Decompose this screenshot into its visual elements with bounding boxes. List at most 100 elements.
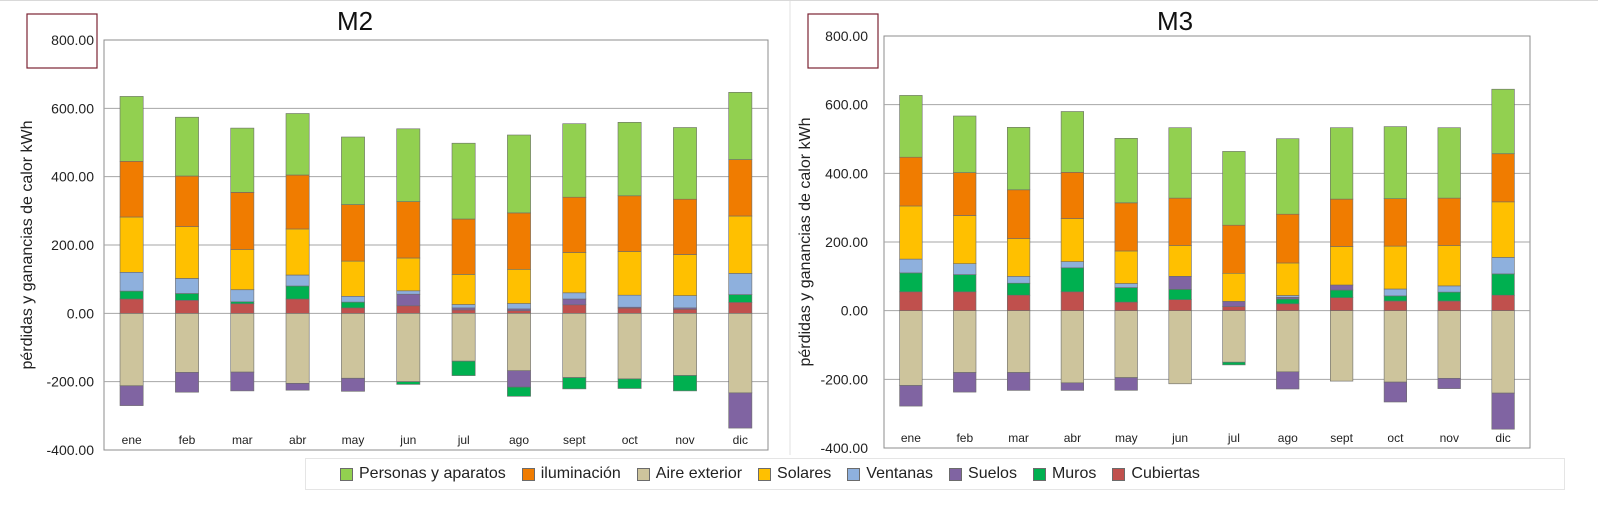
x-tick-label: dic [733, 433, 748, 447]
bar-segment-personas-y-aparatos [175, 116, 199, 177]
chart-m3: ene feb mar abr may jun jul ago sept oct nov dic -40… [797, 6, 1531, 456]
x-tick-label: nov [675, 433, 694, 447]
bar-segment-solares [617, 251, 642, 296]
bar-segment-personas-y-aparatos [507, 134, 531, 214]
x-tick-label: jul [1227, 431, 1240, 445]
x-tick-label: abr [289, 433, 306, 447]
bar-segment-muros [451, 360, 476, 376]
bar-segment-solares [1437, 245, 1461, 287]
bar-segment-solares [1276, 262, 1300, 296]
y-tick-label: -200.00 [821, 371, 869, 387]
bar-segment-cubiertas [175, 300, 199, 314]
chart-title: M3 [1157, 6, 1193, 36]
bar-segment-iluminación [507, 212, 531, 270]
legend-swatch [340, 467, 353, 481]
bar-segment-iluminación [1006, 189, 1031, 239]
bar-segment-personas-y-aparatos [1330, 127, 1354, 200]
bar-segment-muros [1276, 298, 1300, 305]
bar-segment-ventanas [562, 292, 587, 300]
legend-label: Suelos [968, 465, 1017, 482]
bar-segment-iluminación [1114, 202, 1138, 252]
x-tick-label: dic [1495, 431, 1510, 445]
bar-segment-aire-exterior [119, 312, 144, 386]
legend-item: Muros [1032, 465, 1097, 483]
bar-segment-personas-y-aparatos [562, 123, 587, 198]
bar-segment-muros [673, 375, 697, 392]
legend-swatch [847, 467, 861, 481]
bar-segment-cubiertas [617, 307, 642, 314]
bar-segment-ventanas [728, 273, 753, 295]
legend-label: Muros [1051, 465, 1097, 482]
x-tick-label: mar [232, 433, 253, 447]
bar-segment-cubiertas [1437, 300, 1461, 312]
bar-segment-solares [1060, 218, 1084, 262]
bar-segment-iluminación [119, 161, 144, 218]
legend-item: iluminación [521, 465, 621, 483]
bar-segment-suelos [396, 293, 421, 307]
bar-segment-iluminación [451, 218, 476, 275]
bar-segment-aire-exterior [953, 310, 977, 373]
bar-segment-aire-exterior [230, 312, 255, 373]
bar-segment-muros [285, 285, 310, 300]
bar-segment-aire-exterior [1276, 310, 1300, 373]
bar-segment-cubiertas [673, 308, 697, 314]
bar-segment-aire-exterior [175, 312, 199, 373]
bar-segment-muros [1168, 289, 1192, 300]
legend-item: Personas y aparatos [340, 465, 506, 483]
bar-segment-iluminación [1168, 197, 1192, 246]
legend-swatch [1112, 467, 1126, 481]
legend-label: Solares [777, 465, 832, 482]
bar-segment-muros [728, 294, 753, 303]
bar-segment-suelos [728, 392, 753, 429]
bar-segment-solares [119, 216, 144, 273]
x-tick-label: jun [399, 433, 416, 447]
bar-segment-solares [285, 228, 310, 276]
bar-segment-muros [1006, 282, 1031, 296]
bar-segment-ventanas [1006, 275, 1031, 284]
bar-segment-personas-y-aparatos [1383, 126, 1407, 199]
bar-segment-iluminación [1276, 213, 1300, 264]
bar-segment-cubiertas [451, 309, 476, 314]
bar-segment-muros [1437, 291, 1461, 302]
bar-segment-iluminación [1437, 197, 1461, 246]
bar-segment-solares [899, 205, 923, 260]
bar-segment-suelos [341, 377, 365, 392]
bar-segment-personas-y-aparatos [1437, 127, 1461, 199]
bar-segment-solares [1383, 245, 1407, 290]
bar-segment-ventanas [1114, 283, 1138, 288]
bar-segment-suelos [562, 298, 587, 306]
bar-segment-suelos [1060, 382, 1084, 391]
bar-segment-aire-exterior [396, 312, 421, 382]
bar-segment-iluminación [562, 196, 587, 253]
bar-segment-iluminación [899, 156, 923, 207]
bar-segment-ventanas [451, 304, 476, 309]
bar-segment-ventanas [1491, 257, 1515, 275]
bar-segment-solares [1168, 245, 1192, 277]
bar-segment-cubiertas [1491, 294, 1515, 311]
bar-segment-aire-exterior [562, 312, 587, 378]
x-tick-label: abr [1064, 431, 1081, 445]
y-tick-label: 400.00 [825, 165, 868, 181]
bar-segment-personas-y-aparatos [230, 127, 255, 193]
bar-segment-cubiertas [562, 304, 587, 314]
bar-segment-iluminación [617, 195, 642, 252]
bar-segment-solares [953, 215, 977, 265]
bar-segment-cubiertas [953, 291, 977, 311]
bar-segment-suelos [1222, 301, 1246, 307]
bar-segment-iluminación [1330, 198, 1354, 247]
bar-segment-aire-exterior [1491, 310, 1515, 394]
bar-segment-iluminación [673, 198, 697, 255]
bar-segment-cubiertas [1168, 299, 1192, 312]
bar-segment-muros [507, 386, 531, 397]
bar-segment-muros [1222, 361, 1246, 366]
legend-item: Cubiertas [1112, 465, 1200, 483]
bar-segment-solares [175, 226, 199, 279]
chart-legend: Personas y aparatos iluminación Aire exter… [305, 458, 1565, 490]
bar-segment-cubiertas [728, 302, 753, 314]
bar-segment-suelos [1006, 372, 1031, 391]
bar-segment-personas-y-aparatos [451, 142, 476, 220]
bar-segment-personas-y-aparatos [673, 127, 697, 200]
y-axis-title: pérdidas y ganancias de calor kWh [797, 117, 814, 366]
bar-segment-muros [119, 290, 144, 300]
bar-segment-solares [1491, 201, 1515, 258]
